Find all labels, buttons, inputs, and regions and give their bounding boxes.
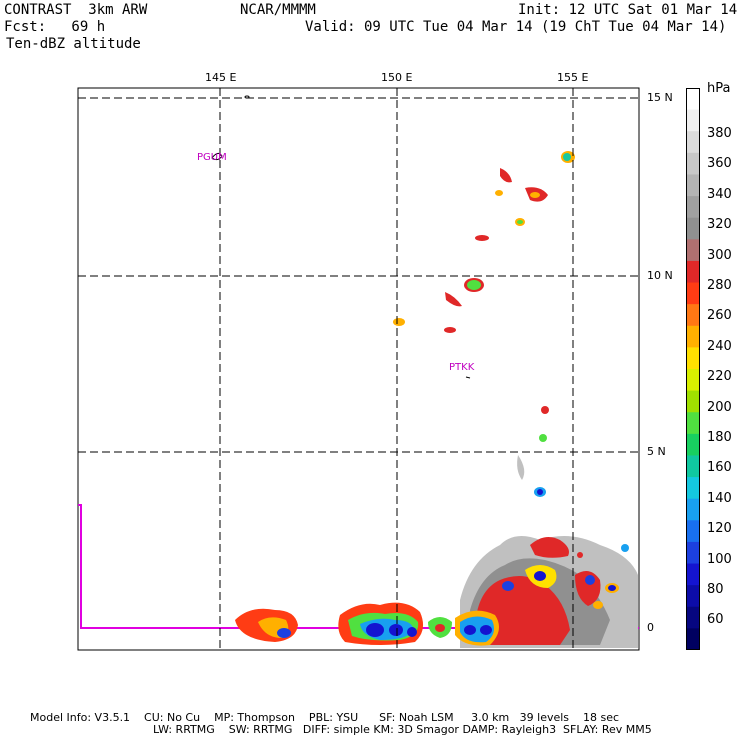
colorbar-tick-label: 240 <box>707 338 732 354</box>
lat-label-5n: 5 N <box>647 445 666 458</box>
echo-cell-151-core <box>435 624 445 632</box>
colorbar-unit: hPa <box>707 81 731 96</box>
colorbar-tick-label: 180 <box>707 430 732 445</box>
echo-cell-152-peak2 <box>480 625 492 635</box>
echo-mid-grey <box>517 455 525 480</box>
colorbar-swatch <box>686 174 700 197</box>
colorbar-tick-label: 300 <box>707 247 732 263</box>
lat-label-15n: 15 N <box>647 91 673 104</box>
colorbar-swatch <box>686 606 700 629</box>
colorbar-swatch <box>686 196 700 219</box>
init-time: Init: 12 UTC Sat 01 Mar 14 <box>518 2 738 18</box>
valid-time: Valid: 09 UTC Tue 04 Mar 14 (19 ChT Tue … <box>305 19 727 35</box>
echo-se-cyan <box>621 544 629 552</box>
echo-mid-cell2 <box>539 434 547 442</box>
echo-cell-150-peak2 <box>389 624 403 636</box>
colorbar-swatch <box>686 628 700 650</box>
colorbar-tick-label: 220 <box>707 369 732 385</box>
organization: NCAR/MMMM <box>240 2 316 18</box>
field-name: Ten-dBZ altitude <box>6 36 141 52</box>
echo-n-cell6 <box>475 235 489 241</box>
lon-label-150e: 150 E <box>381 71 413 84</box>
echo-se-blue2 <box>502 581 514 591</box>
colorbar <box>686 88 700 650</box>
echo-cell-145-peak <box>277 628 291 638</box>
echo-n-cell9 <box>444 327 456 333</box>
colorbar-swatch <box>686 412 700 435</box>
reflectivity-echoes <box>78 151 639 648</box>
colorbar-swatch <box>686 88 700 111</box>
echo-n-cell2 <box>500 168 512 183</box>
colorbar-tick-label: 320 <box>707 217 732 233</box>
lon-label-155e: 155 E <box>557 71 589 84</box>
station-label-pgum: PGUM <box>197 152 227 163</box>
echo-n-cell3-core <box>530 192 540 198</box>
lat-label-10n: 10 N <box>647 269 673 282</box>
echo-red-se2 <box>530 536 569 558</box>
colorbar-swatch <box>686 260 700 284</box>
colorbar-swatch <box>686 282 700 305</box>
colorbar-tick-label: 260 <box>707 308 732 324</box>
echo-n-cell4 <box>495 190 503 196</box>
echo-mid-cell3-core <box>537 489 543 495</box>
small-island-outline <box>244 95 250 99</box>
forecast-hour: Fcst: 69 h <box>4 19 106 35</box>
echo-n-cell5-core <box>517 220 523 224</box>
colorbar-swatch <box>686 390 700 413</box>
echo-cell-150-peak3 <box>407 627 417 637</box>
colorbar-frame <box>686 88 700 650</box>
echo-se-blue1 <box>534 571 546 581</box>
lat-label-0: 0 <box>647 621 654 634</box>
colorbar-swatch <box>686 498 700 521</box>
colorbar-tick-label: 360 <box>707 156 732 172</box>
colorbar-swatch <box>686 455 700 478</box>
colorbar-tick-label: 200 <box>707 399 732 415</box>
colorbar-tick-label: 100 <box>707 551 732 567</box>
colorbar-swatch <box>686 304 700 327</box>
colorbar-swatch <box>686 585 700 608</box>
echo-n-cell1-core <box>563 153 571 161</box>
chuuk-island-outline <box>465 376 471 379</box>
lon-label-145e: 145 E <box>205 71 237 84</box>
colorbar-tick-label: 280 <box>707 278 732 293</box>
model-info-line2: LW: RRTMG SW: RRTMG DIFF: simple KM: 3D … <box>153 723 652 736</box>
colorbar-swatch <box>686 325 700 348</box>
colorbar-tick-label: 380 <box>707 126 732 141</box>
echo-se-red-dot <box>577 552 583 558</box>
model-info-line1: Model Info: V3.5.1 CU: No Cu MP: Thompso… <box>30 711 620 724</box>
echo-cell-152-inner <box>460 616 494 643</box>
model-title: CONTRAST 3km ARW <box>4 2 148 18</box>
colorbar-tick-label: 80 <box>707 582 724 597</box>
colorbar-swatch <box>686 217 700 240</box>
echo-n-cell8 <box>445 292 462 307</box>
colorbar-swatch <box>686 433 700 456</box>
echo-se-blue4 <box>608 585 616 591</box>
colorbar-tick-label: 160 <box>707 460 732 476</box>
station-label-ptkk: PTKK <box>449 362 475 373</box>
echo-mid-cell1 <box>541 406 549 414</box>
colorbar-swatch <box>686 563 700 586</box>
colorbar-swatch <box>686 239 700 262</box>
echo-cell-152-peak1 <box>464 625 476 635</box>
guam-island-outline <box>211 152 223 161</box>
colorbar-swatch <box>686 541 700 565</box>
echo-cell-150-peak1 <box>366 623 384 637</box>
colorbar-swatch <box>686 369 700 392</box>
echo-se-orange2 <box>593 601 603 609</box>
colorbar-tick-label: 120 <box>707 521 732 537</box>
colorbar-swatch <box>686 477 700 500</box>
colorbar-swatch <box>686 152 700 175</box>
colorbar-swatch <box>686 520 700 543</box>
colorbar-tick-label: 340 <box>707 186 732 202</box>
echo-se-blue3 <box>585 575 595 585</box>
colorbar-swatch <box>686 131 700 154</box>
colorbar-swatch <box>686 347 700 370</box>
echo-n-cell10 <box>393 318 405 326</box>
colorbar-swatch <box>686 109 700 132</box>
map-gridlines <box>78 88 639 650</box>
colorbar-tick-label: 60 <box>707 612 724 628</box>
echo-n-cell7-core <box>467 280 481 290</box>
colorbar-tick-label: 140 <box>707 490 732 506</box>
